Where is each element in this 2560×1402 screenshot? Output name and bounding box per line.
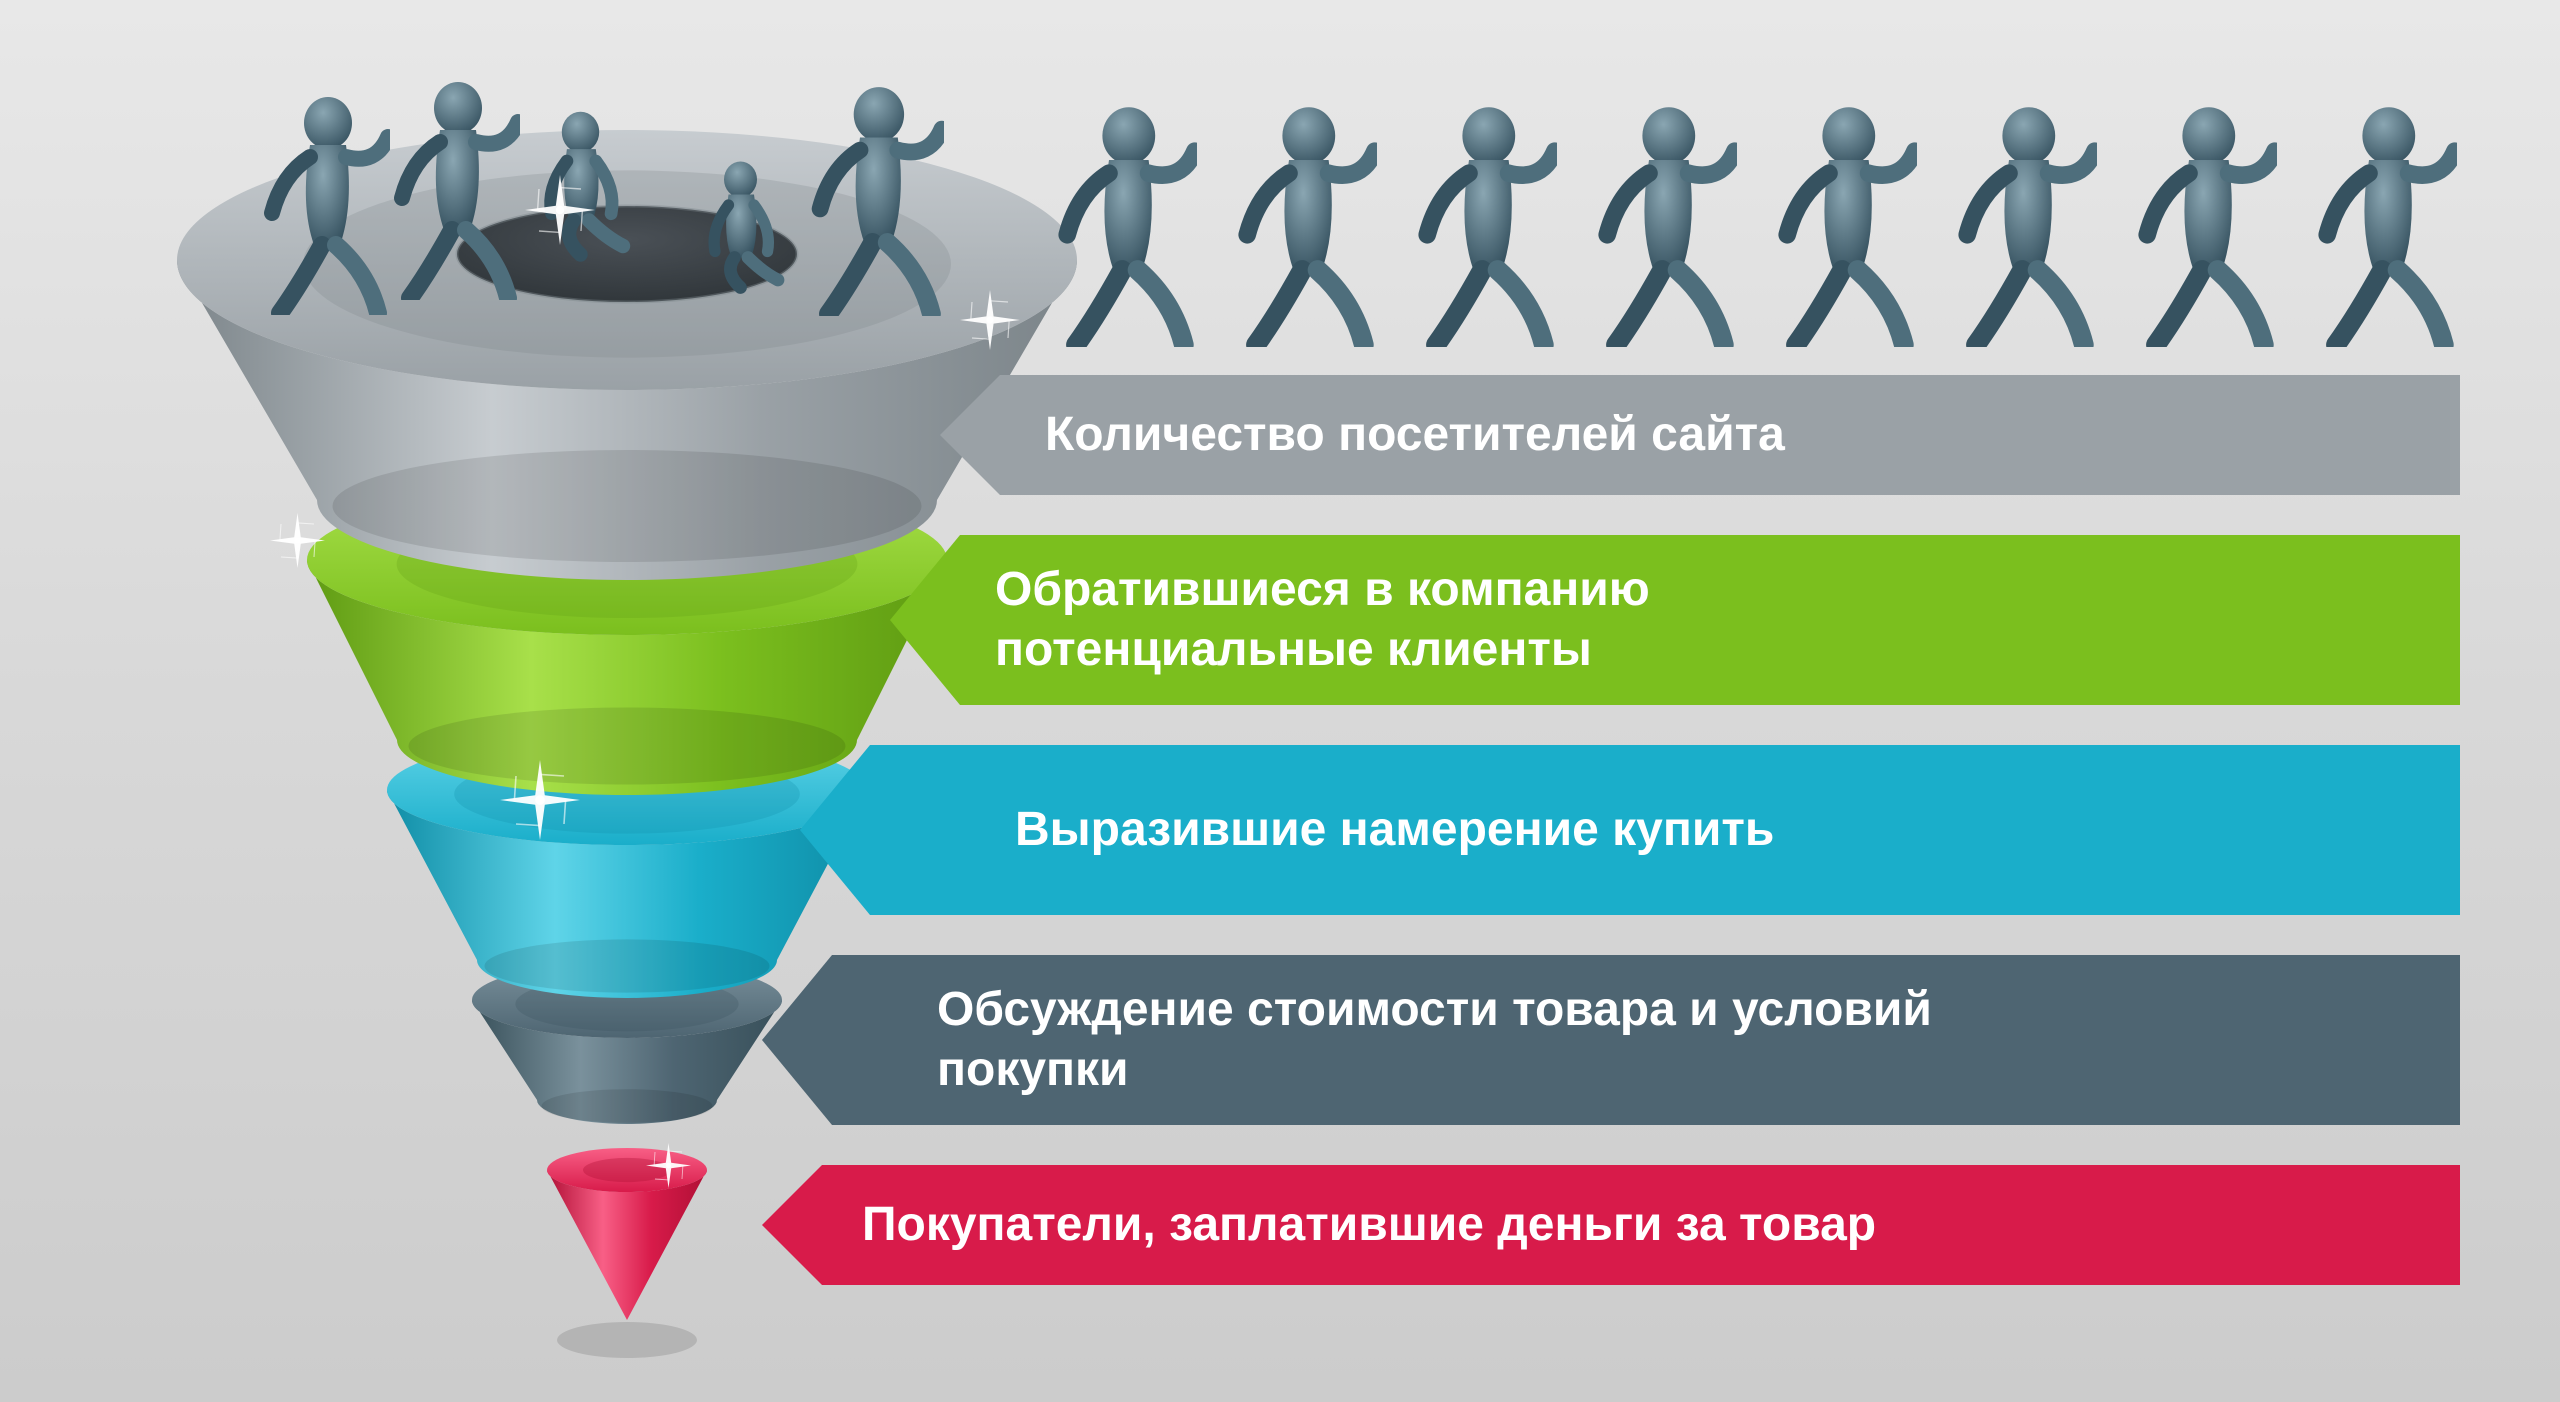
person-running-icon (1043, 105, 1197, 347)
person-running-icon (1763, 105, 1917, 347)
person-running-icon (1583, 105, 1737, 347)
label-text-negotiate: Обсуждение стоимости товара и условий по… (937, 980, 1932, 1100)
label-text-leads: Обратившиеся в компанию потенциальные кл… (995, 560, 1650, 680)
label-bar-buyers: Покупатели, заплатившие деньги за товар (762, 1165, 2460, 1285)
label-text-visitors: Количество посетителей сайта (1045, 405, 1785, 465)
label-bar-leads: Обратившиеся в компанию потенциальные кл… (890, 535, 2460, 705)
label-bar-intent: Выразившие намерение купить (800, 745, 2460, 915)
person-running-icon (1403, 105, 1557, 347)
person-sitting-icon (521, 110, 640, 263)
person-sitting-icon (688, 160, 793, 295)
person-running-icon (797, 85, 944, 316)
person-running-icon (1223, 105, 1377, 347)
label-bar-visitors: Количество посетителей сайта (940, 375, 2460, 495)
person-running-icon (380, 80, 520, 300)
person-running-icon (250, 95, 390, 315)
label-bar-negotiate: Обсуждение стоимости товара и условий по… (762, 955, 2460, 1125)
person-running-icon (2303, 105, 2457, 347)
person-running-icon (1943, 105, 2097, 347)
label-text-buyers: Покупатели, заплатившие деньги за товар (862, 1195, 1876, 1255)
label-text-intent: Выразившие намерение купить (1015, 800, 1774, 860)
infographic-stage: Количество посетителей сайта Обратившиеся… (0, 0, 2560, 1402)
person-running-icon (2123, 105, 2277, 347)
